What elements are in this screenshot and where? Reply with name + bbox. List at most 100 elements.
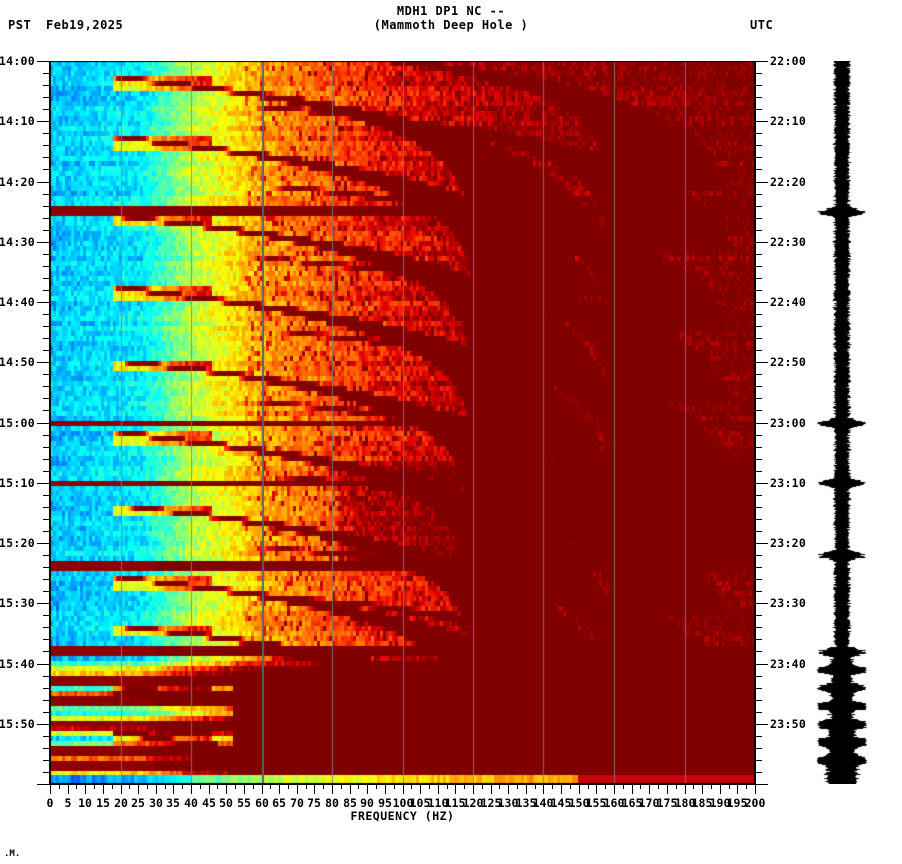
minor-tick-utc xyxy=(755,109,762,110)
major-tick-freq xyxy=(755,784,756,794)
minor-tick-pst xyxy=(43,109,50,110)
minor-tick-pst xyxy=(43,519,50,520)
time-label-pst-11: 15:50 xyxy=(0,717,35,731)
major-tick-utc xyxy=(755,543,768,544)
major-tick-freq xyxy=(297,784,298,794)
minor-tick-pst xyxy=(43,266,50,267)
minor-tick-freq xyxy=(323,784,324,789)
major-tick-freq xyxy=(473,784,474,794)
minor-tick-freq xyxy=(288,784,289,789)
major-tick-utc xyxy=(755,61,768,62)
major-tick-freq xyxy=(508,784,509,794)
major-tick-freq xyxy=(614,784,615,794)
minor-tick-utc xyxy=(755,338,762,339)
major-tick-freq xyxy=(455,784,456,794)
minor-tick-pst xyxy=(43,736,50,737)
axis-line-bottom xyxy=(50,784,755,785)
page-subtitle: (Mammoth Deep Hole ) xyxy=(373,18,529,32)
minor-tick-freq xyxy=(605,784,606,789)
minor-tick-freq xyxy=(376,784,377,789)
major-tick-freq xyxy=(632,784,633,794)
minor-tick-pst xyxy=(43,712,50,713)
freq-label-28: 140 xyxy=(532,796,554,810)
major-tick-freq xyxy=(209,784,210,794)
freq-label-37: 185 xyxy=(691,796,713,810)
freq-label-23: 115 xyxy=(444,796,466,810)
minor-tick-freq xyxy=(658,784,659,789)
minor-tick-utc xyxy=(755,266,762,267)
minor-tick-utc xyxy=(755,73,762,74)
minor-tick-pst xyxy=(43,639,50,640)
major-tick-freq xyxy=(737,784,738,794)
minor-tick-utc xyxy=(755,398,762,399)
minor-tick-pst xyxy=(43,495,50,496)
freq-label-27: 135 xyxy=(515,796,537,810)
minor-tick-freq xyxy=(711,784,712,789)
axis-line-left xyxy=(49,61,50,784)
major-tick-freq xyxy=(103,784,104,794)
major-tick-utc xyxy=(755,724,768,725)
major-tick-freq xyxy=(121,784,122,794)
minor-tick-freq xyxy=(112,784,113,789)
minor-tick-pst xyxy=(43,338,50,339)
minor-tick-utc xyxy=(755,651,762,652)
major-tick-freq xyxy=(438,784,439,794)
minor-tick-pst xyxy=(43,471,50,472)
minor-tick-pst xyxy=(43,133,50,134)
minor-tick-utc xyxy=(755,627,762,628)
minor-tick-utc xyxy=(755,374,762,375)
minor-tick-utc xyxy=(755,326,762,327)
freq-label-24: 120 xyxy=(462,796,484,810)
page-title: MDH1 DP1 NC -- xyxy=(396,4,506,18)
time-label-pst-5: 14:50 xyxy=(0,355,35,369)
time-label-pst-8: 15:20 xyxy=(0,536,35,550)
time-label-utc-8: 23:20 xyxy=(770,536,807,550)
major-tick-pst xyxy=(37,664,50,665)
freq-label-6: 30 xyxy=(149,796,163,810)
minor-tick-pst xyxy=(43,218,50,219)
minor-tick-freq xyxy=(517,784,518,789)
minor-tick-utc xyxy=(755,145,762,146)
minor-tick-utc xyxy=(755,615,762,616)
minor-tick-utc xyxy=(755,218,762,219)
minor-tick-utc xyxy=(755,555,762,556)
header-timezone-pst: PST xyxy=(8,18,32,32)
freq-label-34: 170 xyxy=(638,796,660,810)
minor-tick-utc xyxy=(755,471,762,472)
freq-label-29: 145 xyxy=(550,796,572,810)
minor-tick-pst xyxy=(43,507,50,508)
minor-tick-utc xyxy=(755,591,762,592)
time-axis-pst: 14:00 14:10 14:20 14:30 14:40 14:50 15:00 15:10… xyxy=(0,54,50,785)
minor-tick-pst xyxy=(43,435,50,436)
major-tick-freq xyxy=(702,784,703,794)
major-tick-freq xyxy=(191,784,192,794)
minor-tick-pst xyxy=(43,676,50,677)
freq-label-4: 20 xyxy=(114,796,128,810)
major-tick-freq xyxy=(279,784,280,794)
minor-tick-pst xyxy=(43,314,50,315)
axis-line-right xyxy=(755,61,756,784)
time-label-pst-1: 14:10 xyxy=(0,114,35,128)
time-label-utc-10: 23:40 xyxy=(770,657,807,671)
major-tick-pst xyxy=(37,362,50,363)
minor-tick-pst xyxy=(43,591,50,592)
minor-tick-pst xyxy=(43,459,50,460)
freq-label-39: 195 xyxy=(726,796,748,810)
major-tick-freq xyxy=(332,784,333,794)
major-tick-utc xyxy=(755,483,768,484)
major-tick-freq xyxy=(420,784,421,794)
freq-label-31: 155 xyxy=(585,796,607,810)
freq-label-2: 10 xyxy=(78,796,92,810)
major-tick-freq xyxy=(367,784,368,794)
freq-label-18: 90 xyxy=(360,796,374,810)
freq-label-3: 15 xyxy=(96,796,110,810)
minor-tick-pst xyxy=(43,278,50,279)
major-tick-freq xyxy=(262,784,263,794)
minor-tick-pst xyxy=(43,700,50,701)
freq-label-32: 160 xyxy=(603,796,625,810)
minor-tick-pst xyxy=(43,326,50,327)
minor-tick-utc xyxy=(755,194,762,195)
minor-tick-utc xyxy=(755,579,762,580)
frequency-axis-title: FREQUENCY (HZ) xyxy=(350,809,455,823)
header-date: Feb19,2025 xyxy=(46,18,124,32)
